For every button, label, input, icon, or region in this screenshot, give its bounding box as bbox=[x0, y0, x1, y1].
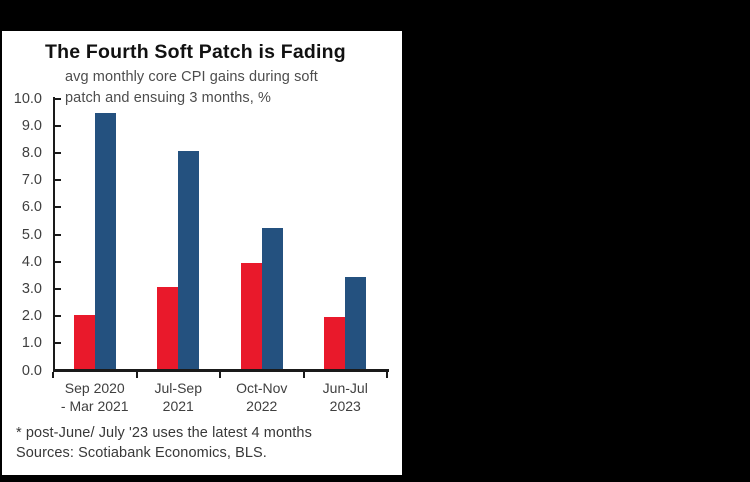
x-axis-tick bbox=[219, 372, 221, 378]
plot-area: 0.0 1.0 2.0 3.0 4.0 5.0 6.0 7.0 8.0 9.0 10.0 Sep 20… bbox=[2, 31, 402, 475]
bar-ensuing-3-months-2 bbox=[261, 227, 283, 369]
x-tick-label-line: Oct-Nov bbox=[236, 380, 288, 396]
bar-ensuing-3-months-0 bbox=[94, 113, 116, 369]
y-tick-label: 9.0 bbox=[21, 117, 42, 134]
x-tick-label: Jun-Jul 2023 bbox=[297, 380, 393, 415]
chart-subtitle-line-1: avg monthly core CPI gains during soft bbox=[65, 69, 318, 85]
y-tick-label: 1.0 bbox=[21, 335, 42, 352]
y-axis-tick bbox=[55, 151, 61, 154]
bar-soft-patch-avg-3 bbox=[324, 317, 346, 369]
y-tick-label: 7.0 bbox=[21, 172, 42, 189]
bar-soft-patch-avg-1 bbox=[157, 287, 179, 369]
x-tick-label: Sep 2020- Mar 2021 bbox=[47, 380, 143, 415]
y-axis-tick bbox=[55, 342, 61, 345]
y-tick-label: 10.0 bbox=[13, 90, 42, 107]
y-axis-tick bbox=[55, 206, 61, 209]
y-axis-tick bbox=[55, 233, 61, 236]
y-axis-tick bbox=[55, 315, 61, 318]
chart-footnote: * post-June/ July '23 uses the latest 4 … bbox=[16, 424, 312, 463]
x-axis-tick bbox=[135, 372, 138, 378]
y-axis-tick bbox=[55, 260, 61, 263]
x-axis-tick bbox=[386, 372, 388, 378]
x-tick-label-line: Sep 2020 bbox=[64, 380, 125, 396]
footnote-line: * post-June/ July '23 uses the latest 4 … bbox=[16, 425, 312, 441]
y-axis-line bbox=[53, 97, 55, 372]
sources-line: Sources: Scotiabank Economics, BLS. bbox=[16, 444, 267, 461]
x-tick-label-line: Jun-Jul bbox=[322, 380, 368, 396]
bar-ensuing-3-months-1 bbox=[178, 151, 200, 369]
chart-subtitle-line-2: patch and ensuing 3 months, % bbox=[65, 90, 272, 106]
y-axis-tick bbox=[55, 124, 61, 127]
x-tick-label-line: 2021 bbox=[162, 397, 194, 414]
y-axis-tick bbox=[55, 179, 61, 182]
y-tick-label: 5.0 bbox=[21, 226, 42, 243]
x-axis-tick bbox=[302, 372, 305, 378]
y-tick-label: 8.0 bbox=[21, 144, 42, 161]
x-axis-line bbox=[53, 369, 389, 372]
y-tick-label: 3.0 bbox=[21, 280, 42, 297]
y-axis-tick bbox=[55, 97, 61, 100]
x-tick-label-line: 2023 bbox=[329, 397, 361, 414]
bar-soft-patch-avg-0 bbox=[73, 314, 95, 369]
y-tick-label: 6.0 bbox=[21, 199, 42, 216]
y-tick-label: 0.0 bbox=[21, 362, 42, 379]
x-tick-label-line: Jul-Sep bbox=[154, 380, 202, 396]
x-tick-label-line: - Mar 2021 bbox=[60, 397, 129, 414]
bar-soft-patch-avg-2 bbox=[240, 262, 262, 369]
chart-panel: The Fourth Soft Patch is Fading avg mont… bbox=[2, 31, 402, 475]
x-tick-label-line: 2022 bbox=[246, 397, 278, 414]
bar-ensuing-3-months-3 bbox=[345, 276, 367, 369]
y-tick-label: 4.0 bbox=[21, 253, 42, 270]
y-axis-tick bbox=[55, 369, 61, 372]
chart-subtitle: avg monthly core CPI gains during soft p… bbox=[65, 67, 318, 109]
x-tick-label: Jul-Sep 2021 bbox=[130, 380, 226, 415]
y-axis-tick bbox=[55, 287, 61, 290]
y-tick-label: 2.0 bbox=[21, 308, 42, 325]
x-axis-tick bbox=[52, 372, 54, 378]
x-tick-label: Oct-Nov 2022 bbox=[214, 380, 310, 415]
chart-title: The Fourth Soft Patch is Fading bbox=[45, 41, 346, 63]
